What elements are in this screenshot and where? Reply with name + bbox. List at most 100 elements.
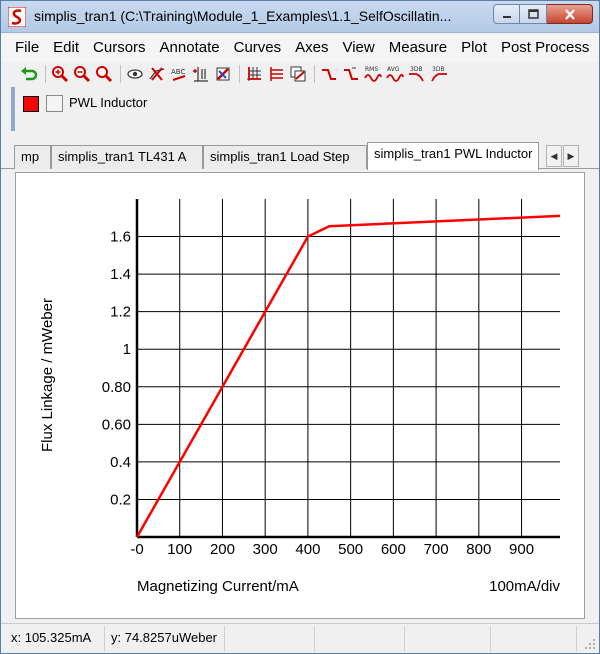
3db-high-icon: 3DB xyxy=(431,66,447,82)
stack-icon xyxy=(270,67,283,81)
y-tick-label: 0.2 xyxy=(110,491,131,508)
menu-measure[interactable]: Measure xyxy=(388,39,448,56)
y-tick-label: 1.6 xyxy=(110,229,131,246)
rename-icon: ABC xyxy=(171,68,185,81)
x-tick-label: 500 xyxy=(338,541,363,558)
zoom-out-icon xyxy=(74,66,91,83)
curve-legend xyxy=(1,86,599,132)
menu-edit[interactable]: Edit xyxy=(53,39,80,56)
add-axis-button[interactable] xyxy=(191,64,211,84)
stack-button[interactable] xyxy=(266,64,286,84)
chevron-right-icon: ▶ xyxy=(567,150,575,161)
delete-curve-button[interactable] xyxy=(147,64,167,84)
chevron-left-icon: ◀ xyxy=(550,150,558,161)
menu-curves[interactable]: Curves xyxy=(233,39,282,56)
toolbar: ABC RMS AVG 3DB xyxy=(1,62,599,86)
menu-cursors[interactable]: Cursors xyxy=(93,39,146,56)
curve-color-icon xyxy=(216,67,230,81)
curve-select-checkbox[interactable] xyxy=(46,95,63,112)
y-tick-label: 1.4 xyxy=(110,266,131,283)
legend-marker xyxy=(11,87,15,131)
tab-load-step[interactable]: simplis_tran1 Load Step xyxy=(203,145,367,169)
plot-canvas[interactable]: -0 100 200 300 400 500 600 700 800 900 0.2 0.4 0.60 0… xyxy=(15,172,585,619)
curve-color-button[interactable] xyxy=(213,64,233,84)
zoom-in-button[interactable] xyxy=(50,64,70,84)
toolbar-separator xyxy=(120,65,121,83)
curve-label[interactable]: PWL Inductor xyxy=(69,95,148,110)
menu-view[interactable]: View xyxy=(342,39,375,56)
tab-scroll-left-button[interactable]: ◀ xyxy=(546,145,562,167)
rms-icon: RMS xyxy=(364,66,382,82)
menu-plot[interactable]: Plot xyxy=(461,39,487,56)
y-axis-label: Flux Linkage / mWeber xyxy=(39,298,56,452)
avg-button[interactable]: AVG xyxy=(385,64,405,84)
menu-bar: File Edit Cursors Annotate Curves Axes V… xyxy=(1,34,599,62)
avg-badge: AVG xyxy=(387,66,400,73)
y-tick-label: 0.4 xyxy=(110,454,131,471)
undo-button[interactable] xyxy=(19,64,39,84)
minimize-button[interactable] xyxy=(493,4,520,24)
3db-high-button[interactable]: 3DB xyxy=(429,64,449,84)
chart-series xyxy=(135,214,561,538)
rms-badge: RMS xyxy=(365,66,378,73)
tab-scroll-right-button[interactable]: ▶ xyxy=(563,145,579,167)
zoom-out-button[interactable] xyxy=(72,64,92,84)
y-tick-label: 1 xyxy=(123,341,131,358)
toolbar-separator xyxy=(239,65,240,83)
series-line-pwl-inductor xyxy=(135,214,561,538)
x-tick-label: 400 xyxy=(295,541,320,558)
rename-curve-button[interactable]: ABC xyxy=(169,64,189,84)
maximize-icon xyxy=(527,9,539,19)
3db-high-badge: 3DB xyxy=(432,66,445,73)
y-tick-label: 0.80 xyxy=(102,379,131,396)
x-tick-label: -0 xyxy=(130,541,143,558)
status-cell-empty xyxy=(225,626,315,652)
eye-icon xyxy=(127,69,143,79)
chart-tick-labels: -0 100 200 300 400 500 600 700 800 900 0.2 0.4 0.60 0… xyxy=(102,229,534,558)
view-button[interactable] xyxy=(125,64,145,84)
status-cell-empty xyxy=(491,626,577,652)
grid-icon xyxy=(247,67,261,81)
fall-time-button[interactable] xyxy=(341,64,361,84)
close-button[interactable] xyxy=(547,4,593,24)
toolbar-separator xyxy=(314,65,315,83)
tab-tl431[interactable]: simplis_tran1 TL431 A xyxy=(51,145,203,169)
zoom-full-button[interactable] xyxy=(94,64,114,84)
rise-time-button[interactable] xyxy=(319,64,339,84)
svg-text:ABC: ABC xyxy=(171,68,185,76)
status-bar: x: 105.325mA y: 74.8257uWeber xyxy=(1,623,599,653)
title-bar[interactable]: simplis_tran1 (C:\Training\Module_1_Exam… xyxy=(1,1,599,33)
menu-annotate[interactable]: Annotate xyxy=(159,39,220,56)
menu-post-process[interactable]: Post Process xyxy=(500,39,590,56)
rise-time-icon xyxy=(322,69,336,80)
minimize-icon xyxy=(502,16,511,18)
delete-curve-icon xyxy=(149,67,165,81)
grid-button[interactable] xyxy=(244,64,264,84)
tab-mp[interactable]: mp xyxy=(14,145,51,169)
flux-vs-current-chart[interactable]: -0 100 200 300 400 500 600 700 800 900 0.2 0.4 0.60 0… xyxy=(16,173,586,620)
rms-button[interactable]: RMS xyxy=(363,64,383,84)
menu-file[interactable]: File xyxy=(15,39,40,56)
3db-button[interactable]: 3DB xyxy=(407,64,427,84)
fall-time-icon xyxy=(344,67,358,80)
tab-pwl-inductor[interactable]: simplis_tran1 PWL Inductor xyxy=(367,142,539,170)
toolbar-separator xyxy=(45,65,46,83)
x-cursor-readout: x: 105.325mA xyxy=(5,626,105,652)
menu-axes[interactable]: Axes xyxy=(295,39,329,56)
copy-button[interactable] xyxy=(288,64,308,84)
resize-grip-icon[interactable] xyxy=(584,638,596,650)
close-icon xyxy=(564,8,575,20)
curve-color-swatch[interactable] xyxy=(23,96,39,112)
x-tick-label: 600 xyxy=(381,541,406,558)
chart-axes xyxy=(135,199,560,539)
window-title: simplis_tran1 (C:\Training\Module_1_Exam… xyxy=(34,8,452,24)
maximize-button[interactable] xyxy=(520,4,547,24)
3db-badge: 3DB xyxy=(410,66,423,73)
zoom-in-icon xyxy=(52,66,69,83)
x-tick-label: 300 xyxy=(253,541,278,558)
status-cell-empty xyxy=(315,626,405,652)
chart-grid xyxy=(137,199,560,537)
x-scale-label: 100mA/div xyxy=(489,578,560,595)
undo-icon xyxy=(21,67,38,81)
